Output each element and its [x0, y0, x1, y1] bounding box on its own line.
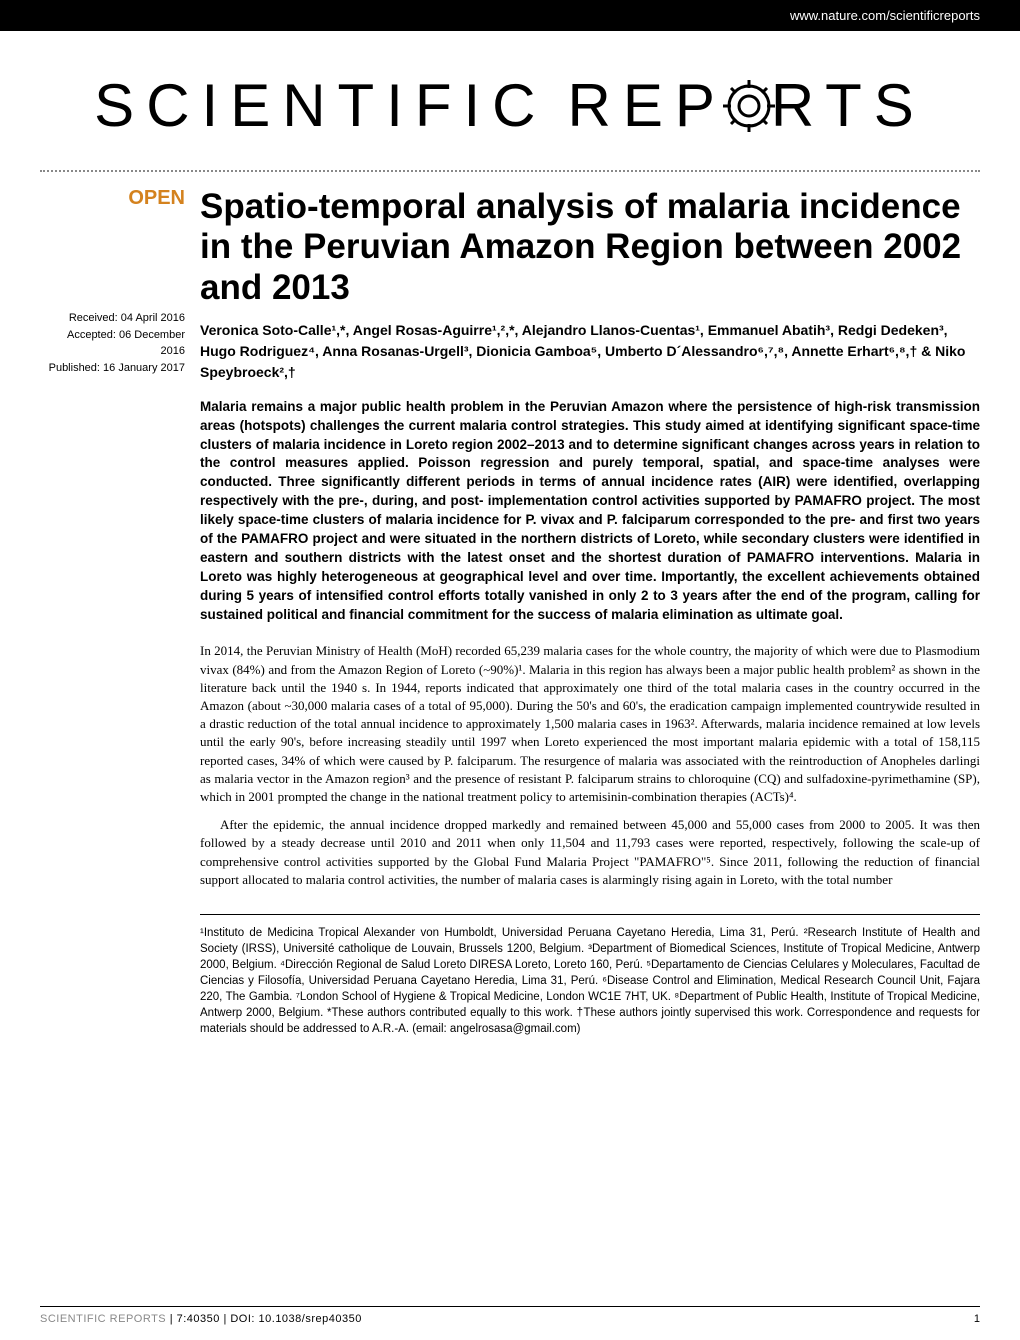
received-date: Received: 04 April 2016: [40, 310, 185, 327]
footer-journal-name: SCIENTIFIC REPORTS: [40, 1313, 166, 1325]
divider-dotted: [40, 170, 980, 172]
header-bar: www.nature.com/scientificreports: [0, 0, 1020, 31]
header-url[interactable]: www.nature.com/scientificreports: [790, 8, 980, 23]
footer-citation: SCIENTIFIC REPORTS | 7:40350 | DOI: 10.1…: [40, 1313, 362, 1325]
abstract: Malaria remains a major public health pr…: [200, 398, 980, 625]
logo-section: SCIENTIFIC REP RTS: [0, 31, 1020, 150]
page-number: 1: [974, 1313, 980, 1325]
page-footer: SCIENTIFIC REPORTS | 7:40350 | DOI: 10.1…: [40, 1306, 980, 1325]
open-access-badge: OPEN: [40, 187, 185, 210]
logo-text-scientific: SCIENTIFIC: [94, 71, 547, 140]
cog-icon: [719, 76, 779, 136]
affiliations: ¹Instituto de Medicina Tropical Alexande…: [200, 914, 980, 1038]
accepted-date: Accepted: 06 December 2016: [40, 327, 185, 360]
journal-logo: SCIENTIFIC REP RTS: [40, 71, 980, 140]
author-list: Veronica Soto-Calle¹,*, Angel Rosas-Agui…: [200, 320, 980, 383]
logo-text-rts: RTS: [771, 71, 926, 140]
publication-dates: Received: 04 April 2016 Accepted: 06 Dec…: [40, 310, 185, 376]
footer-doi: | 7:40350 | DOI: 10.1038/srep40350: [166, 1313, 362, 1325]
body-paragraph-2: After the epidemic, the annual incidence…: [200, 816, 980, 889]
article-title: Spatio-temporal analysis of malaria inci…: [200, 187, 980, 308]
published-date: Published: 16 January 2017: [40, 360, 185, 377]
body-paragraph-1: In 2014, the Peruvian Ministry of Health…: [200, 642, 980, 806]
left-sidebar: OPEN Received: 04 April 2016 Accepted: 0…: [40, 187, 200, 1038]
content-wrapper: OPEN Received: 04 April 2016 Accepted: 0…: [0, 187, 1020, 1038]
main-content: Spatio-temporal analysis of malaria inci…: [200, 187, 980, 1038]
logo-text-rep: REP: [568, 71, 727, 140]
